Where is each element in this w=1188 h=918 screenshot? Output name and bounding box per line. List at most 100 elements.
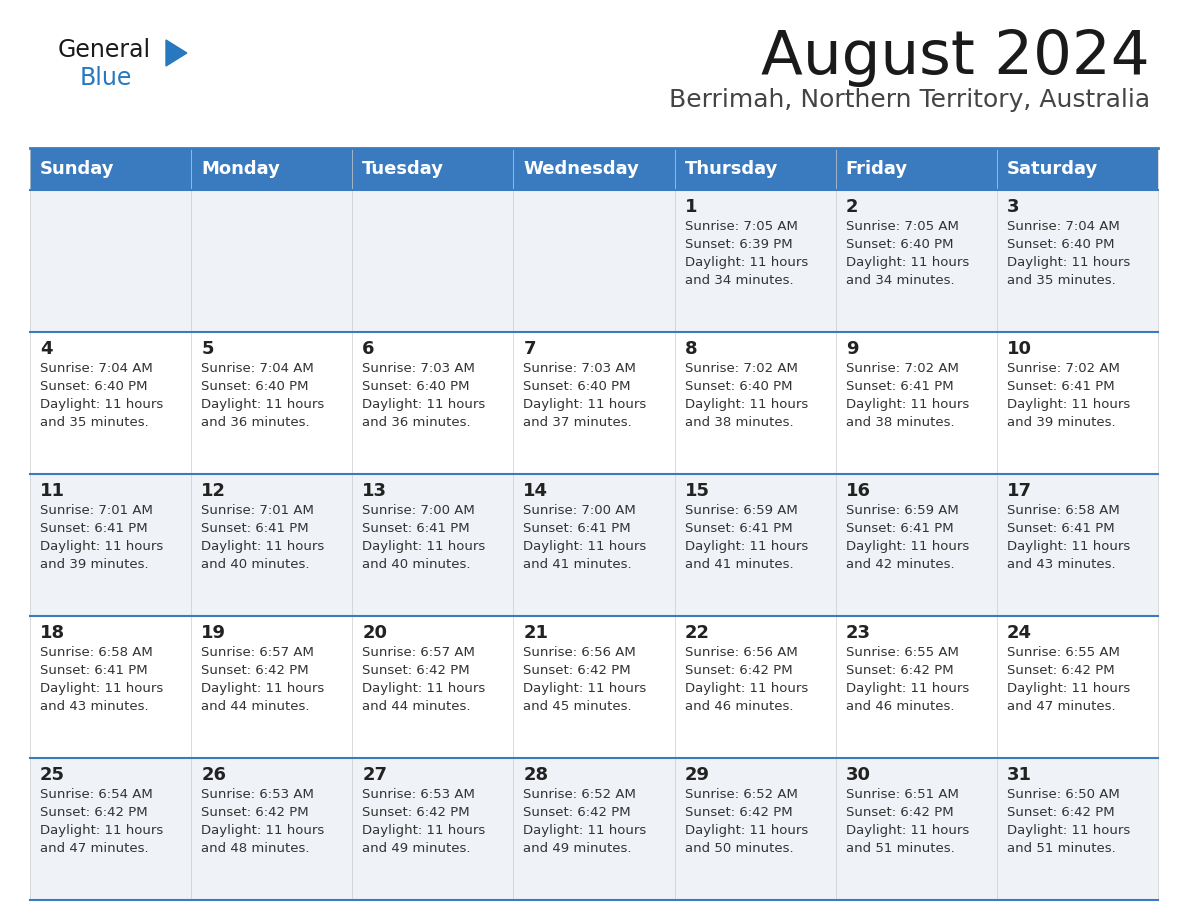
Text: Daylight: 11 hours: Daylight: 11 hours <box>684 540 808 553</box>
Text: 22: 22 <box>684 624 709 642</box>
Text: Daylight: 11 hours: Daylight: 11 hours <box>846 824 969 837</box>
Text: 4: 4 <box>40 340 52 358</box>
Bar <box>675 190 835 332</box>
Text: 14: 14 <box>524 482 549 500</box>
Bar <box>513 758 675 900</box>
Text: Sunset: 6:42 PM: Sunset: 6:42 PM <box>362 806 470 819</box>
Text: Sunrise: 7:01 AM: Sunrise: 7:01 AM <box>40 504 153 517</box>
Text: and 37 minutes.: and 37 minutes. <box>524 416 632 429</box>
Bar <box>835 474 997 616</box>
Text: Daylight: 11 hours: Daylight: 11 hours <box>201 824 324 837</box>
Text: Daylight: 11 hours: Daylight: 11 hours <box>1007 540 1130 553</box>
Bar <box>997 474 1158 616</box>
Text: Sunset: 6:41 PM: Sunset: 6:41 PM <box>40 522 147 535</box>
Bar <box>997 332 1158 474</box>
Text: Sunrise: 7:03 AM: Sunrise: 7:03 AM <box>524 362 637 375</box>
Text: Sunrise: 6:59 AM: Sunrise: 6:59 AM <box>684 504 797 517</box>
Text: Sunrise: 6:55 AM: Sunrise: 6:55 AM <box>1007 646 1120 659</box>
Text: and 44 minutes.: and 44 minutes. <box>201 700 310 713</box>
Text: 18: 18 <box>40 624 65 642</box>
Text: and 42 minutes.: and 42 minutes. <box>846 558 954 571</box>
Text: Daylight: 11 hours: Daylight: 11 hours <box>846 398 969 411</box>
Text: 29: 29 <box>684 766 709 784</box>
Bar <box>835 332 997 474</box>
Text: Sunset: 6:42 PM: Sunset: 6:42 PM <box>40 806 147 819</box>
Text: and 35 minutes.: and 35 minutes. <box>1007 274 1116 287</box>
Text: Sunset: 6:41 PM: Sunset: 6:41 PM <box>524 522 631 535</box>
Text: Daylight: 11 hours: Daylight: 11 hours <box>524 398 646 411</box>
Bar <box>353 148 513 190</box>
Text: and 39 minutes.: and 39 minutes. <box>40 558 148 571</box>
Text: and 43 minutes.: and 43 minutes. <box>1007 558 1116 571</box>
Text: August 2024: August 2024 <box>762 28 1150 87</box>
Bar <box>513 474 675 616</box>
Text: Sunset: 6:41 PM: Sunset: 6:41 PM <box>40 664 147 677</box>
Text: and 47 minutes.: and 47 minutes. <box>40 842 148 855</box>
Text: Sunset: 6:40 PM: Sunset: 6:40 PM <box>201 380 309 393</box>
Text: Sunset: 6:42 PM: Sunset: 6:42 PM <box>1007 806 1114 819</box>
Text: 2: 2 <box>846 198 858 216</box>
Text: Daylight: 11 hours: Daylight: 11 hours <box>362 540 486 553</box>
Text: 30: 30 <box>846 766 871 784</box>
Text: Sunset: 6:42 PM: Sunset: 6:42 PM <box>524 806 631 819</box>
Text: Sunset: 6:40 PM: Sunset: 6:40 PM <box>684 380 792 393</box>
Text: 10: 10 <box>1007 340 1032 358</box>
Bar <box>353 332 513 474</box>
Text: Sunset: 6:40 PM: Sunset: 6:40 PM <box>846 238 953 251</box>
Text: 25: 25 <box>40 766 65 784</box>
Text: and 38 minutes.: and 38 minutes. <box>846 416 954 429</box>
Bar <box>191 474 353 616</box>
Text: Daylight: 11 hours: Daylight: 11 hours <box>524 824 646 837</box>
Text: and 35 minutes.: and 35 minutes. <box>40 416 148 429</box>
Text: and 40 minutes.: and 40 minutes. <box>362 558 470 571</box>
Text: and 43 minutes.: and 43 minutes. <box>40 700 148 713</box>
Text: Sunset: 6:41 PM: Sunset: 6:41 PM <box>1007 380 1114 393</box>
Text: and 45 minutes.: and 45 minutes. <box>524 700 632 713</box>
Text: Sunrise: 7:02 AM: Sunrise: 7:02 AM <box>1007 362 1120 375</box>
Text: Sunrise: 7:05 AM: Sunrise: 7:05 AM <box>846 220 959 233</box>
Bar <box>353 190 513 332</box>
Text: Daylight: 11 hours: Daylight: 11 hours <box>684 682 808 695</box>
Text: Sunrise: 6:52 AM: Sunrise: 6:52 AM <box>524 788 637 801</box>
Bar <box>835 616 997 758</box>
Text: 5: 5 <box>201 340 214 358</box>
Text: Daylight: 11 hours: Daylight: 11 hours <box>40 824 163 837</box>
Text: and 40 minutes.: and 40 minutes. <box>201 558 310 571</box>
Text: Sunset: 6:39 PM: Sunset: 6:39 PM <box>684 238 792 251</box>
Text: and 46 minutes.: and 46 minutes. <box>684 700 794 713</box>
Text: and 38 minutes.: and 38 minutes. <box>684 416 794 429</box>
Text: and 39 minutes.: and 39 minutes. <box>1007 416 1116 429</box>
Text: 16: 16 <box>846 482 871 500</box>
Text: Daylight: 11 hours: Daylight: 11 hours <box>362 398 486 411</box>
Text: Daylight: 11 hours: Daylight: 11 hours <box>362 824 486 837</box>
Text: and 46 minutes.: and 46 minutes. <box>846 700 954 713</box>
Bar <box>513 148 675 190</box>
Polygon shape <box>166 40 187 66</box>
Text: Sunrise: 7:01 AM: Sunrise: 7:01 AM <box>201 504 314 517</box>
Text: 7: 7 <box>524 340 536 358</box>
Text: Daylight: 11 hours: Daylight: 11 hours <box>846 682 969 695</box>
Text: Sunday: Sunday <box>40 160 114 178</box>
Text: Sunset: 6:42 PM: Sunset: 6:42 PM <box>846 664 953 677</box>
Text: Sunset: 6:42 PM: Sunset: 6:42 PM <box>684 806 792 819</box>
Text: Saturday: Saturday <box>1007 160 1098 178</box>
Text: 28: 28 <box>524 766 549 784</box>
Bar <box>30 332 191 474</box>
Text: 19: 19 <box>201 624 226 642</box>
Bar <box>675 148 835 190</box>
Bar <box>353 616 513 758</box>
Bar <box>191 190 353 332</box>
Text: Sunrise: 6:57 AM: Sunrise: 6:57 AM <box>362 646 475 659</box>
Bar <box>513 190 675 332</box>
Text: Sunrise: 7:00 AM: Sunrise: 7:00 AM <box>524 504 637 517</box>
Text: Daylight: 11 hours: Daylight: 11 hours <box>684 824 808 837</box>
Text: General: General <box>58 38 151 62</box>
Text: Daylight: 11 hours: Daylight: 11 hours <box>1007 398 1130 411</box>
Text: Daylight: 11 hours: Daylight: 11 hours <box>1007 256 1130 269</box>
Text: Sunrise: 6:51 AM: Sunrise: 6:51 AM <box>846 788 959 801</box>
Bar <box>191 758 353 900</box>
Text: Daylight: 11 hours: Daylight: 11 hours <box>362 682 486 695</box>
Text: and 41 minutes.: and 41 minutes. <box>524 558 632 571</box>
Text: Daylight: 11 hours: Daylight: 11 hours <box>40 540 163 553</box>
Text: Sunrise: 6:55 AM: Sunrise: 6:55 AM <box>846 646 959 659</box>
